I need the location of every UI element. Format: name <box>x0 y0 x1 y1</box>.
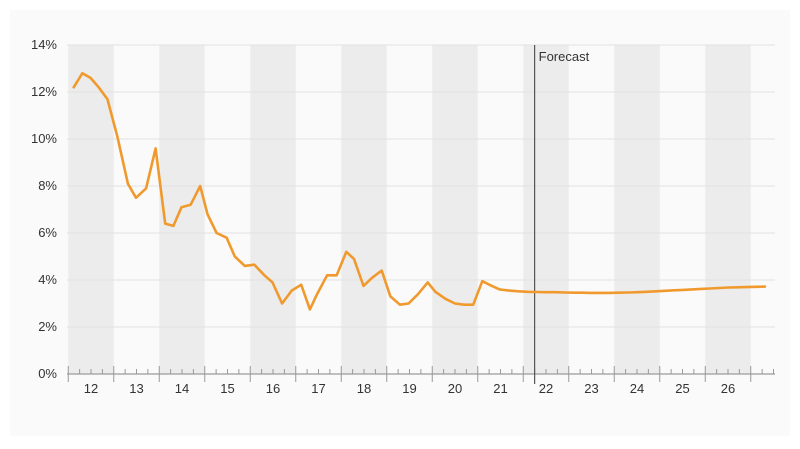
y-tick-label: 0% <box>38 366 57 381</box>
y-tick-label: 4% <box>38 272 57 287</box>
y-tick-label: 2% <box>38 319 57 334</box>
series-line-0 <box>72 71 767 311</box>
year-band-12 <box>68 45 114 374</box>
x-tick-label: 12 <box>84 381 98 396</box>
x-tick-label: 13 <box>129 381 143 396</box>
x-tick-label: 23 <box>584 381 598 396</box>
x-tick-label: 17 <box>311 381 325 396</box>
x-tick-label: 14 <box>175 381 189 396</box>
x-tick-label: 21 <box>493 381 507 396</box>
year-band-26 <box>705 45 751 374</box>
y-tick-label: 12% <box>31 84 57 99</box>
y-tick-label: 10% <box>31 131 57 146</box>
y-tick-label: 14% <box>31 37 57 52</box>
x-tick-label: 19 <box>402 381 416 396</box>
chart-panel <box>10 10 790 436</box>
year-band-24 <box>614 45 660 374</box>
x-tick-label: 20 <box>448 381 462 396</box>
x-tick-label: 15 <box>220 381 234 396</box>
x-tick-label: 18 <box>357 381 371 396</box>
x-tick-label: 25 <box>675 381 689 396</box>
x-tick-label: 22 <box>539 381 553 396</box>
x-tick-label: 24 <box>630 381 644 396</box>
year-band-18 <box>341 45 387 374</box>
forecast-label: Forecast <box>539 49 590 64</box>
x-tick-label: 16 <box>266 381 280 396</box>
year-band-14 <box>159 45 205 374</box>
y-tick-label: 8% <box>38 178 57 193</box>
x-tick-label: 26 <box>721 381 735 396</box>
y-tick-label: 6% <box>38 225 57 240</box>
year-band-16 <box>250 45 296 374</box>
year-band-20 <box>432 45 478 374</box>
year-band-22 <box>523 45 569 374</box>
